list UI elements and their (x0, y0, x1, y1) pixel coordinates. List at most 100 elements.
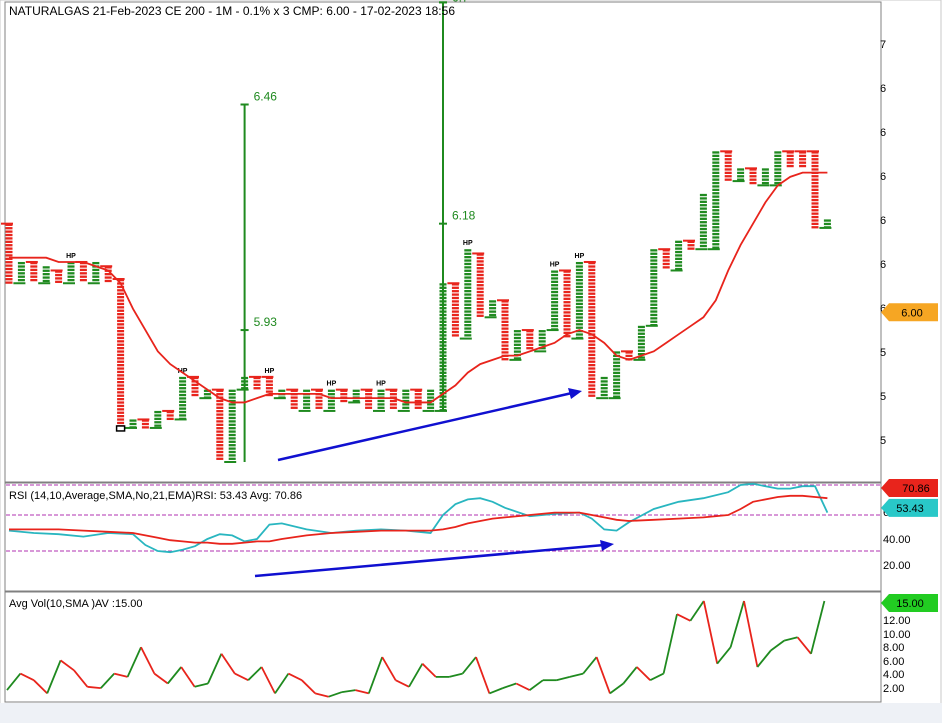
pnf-box (501, 310, 509, 313)
pnf-box (104, 266, 112, 269)
pnf-box (303, 396, 311, 399)
pnf-box (315, 389, 323, 392)
pnf-box (451, 290, 459, 293)
pnf-box (451, 307, 459, 310)
pnf-box (811, 202, 819, 205)
pnf-box (637, 346, 645, 349)
pnf-box (451, 310, 459, 313)
pnf-box (712, 215, 720, 219)
volume-line-segment (20, 672, 35, 682)
pnf-box (811, 198, 819, 202)
pnf-box (141, 426, 149, 429)
pnf-column-up (707, 151, 720, 251)
pnf-box (811, 215, 819, 219)
pnf-box (179, 383, 187, 386)
pnf-box (799, 151, 807, 154)
pnf-box (563, 331, 571, 334)
volume-line-segment (636, 666, 651, 681)
pnf-box (563, 277, 571, 280)
volume-line-segment (73, 669, 89, 688)
volume-line-segment (662, 614, 678, 674)
price-annotation-label: 6.46 (254, 89, 278, 103)
volume-line-segment (260, 666, 276, 694)
pnf-box (117, 326, 125, 329)
pnf-column-down (50, 269, 63, 283)
pnf-box (538, 343, 546, 346)
pnf-box (489, 310, 497, 313)
pnf-box (216, 450, 224, 454)
pnf-box (662, 262, 670, 266)
pnf-box (228, 427, 236, 430)
pnf-box (5, 257, 13, 260)
pnf-box (551, 290, 559, 294)
pnf-box (526, 330, 534, 333)
pnf-box (501, 347, 509, 351)
pnf-box (501, 320, 509, 323)
volume-line-segment (301, 679, 316, 695)
pnf-box (625, 354, 633, 358)
price-tick-label: 5 (880, 391, 886, 403)
pnf-column-up (125, 419, 137, 429)
pnf-box (216, 440, 224, 443)
pnf-box (414, 399, 422, 403)
volume-line-segment (756, 649, 772, 668)
pnf-box (489, 307, 497, 310)
pnf-box (501, 351, 509, 354)
volume-line-segment (622, 666, 638, 685)
volume-panel-label: Avg Vol(10,SMA )AV :15.00 (9, 598, 143, 610)
volume-line-segment (689, 600, 705, 622)
pnf-box (451, 313, 459, 317)
pnf-box (228, 396, 236, 399)
pnf-box (513, 350, 521, 353)
pnf-box (588, 370, 596, 374)
pnf-box (513, 347, 521, 350)
pnf-box (117, 370, 125, 374)
pnf-box (464, 296, 472, 300)
pnf-box (402, 396, 410, 399)
pnf-box (17, 278, 25, 282)
pnf-box (216, 410, 224, 413)
pnf-box (117, 306, 125, 309)
pnf-box (5, 230, 13, 233)
pnf-box (464, 300, 472, 303)
pnf-box (699, 221, 707, 224)
pnf-box (712, 246, 720, 249)
pnf-box (575, 261, 583, 265)
pnf-box (799, 158, 807, 161)
pnf-box (464, 276, 472, 279)
pnf-box (712, 205, 720, 209)
pnf-box (216, 389, 224, 392)
volume-line-segment (595, 656, 611, 694)
pnf-box (476, 273, 484, 277)
pnf-box (613, 364, 621, 368)
pnf-box (365, 406, 373, 409)
pnf-box (117, 363, 125, 367)
pnf-box (79, 261, 87, 265)
pnf-box (699, 200, 707, 203)
pnf-box (551, 321, 559, 324)
pnf-column-up (670, 240, 683, 272)
pnf-box (675, 244, 683, 247)
pnf-box (774, 175, 782, 178)
pnf-column-up (199, 389, 212, 400)
pnf-box (712, 232, 720, 236)
volume-line-segment (234, 672, 249, 682)
pnf-box (489, 313, 497, 317)
pnf-box (42, 266, 50, 269)
pnf-box (216, 393, 224, 396)
pnf-box (389, 403, 397, 406)
pnf-box (687, 240, 695, 243)
pnf-box (464, 286, 472, 289)
price-annotation-label: 6.7 (452, 0, 469, 4)
pnf-box (228, 444, 236, 447)
pnf-box (588, 289, 596, 292)
pnf-column-up (571, 261, 584, 340)
pnf-box (799, 164, 807, 168)
pnf-box (278, 389, 286, 392)
pnf-box (712, 158, 720, 161)
pnf-box (761, 171, 769, 175)
volume-line-segment (381, 656, 397, 681)
pnf-column-down (25, 260, 38, 282)
pnf-box (476, 307, 484, 311)
pnf-box (216, 433, 224, 437)
